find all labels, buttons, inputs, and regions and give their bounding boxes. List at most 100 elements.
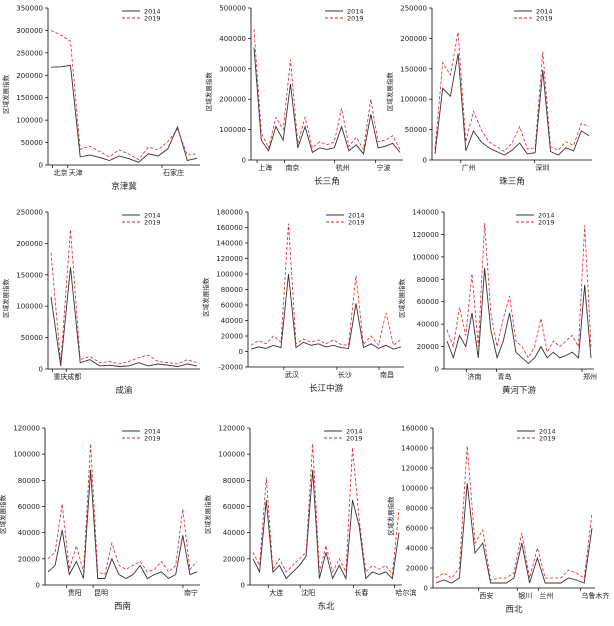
y-tick-label: 0 xyxy=(239,348,243,356)
series-line-2019 xyxy=(50,229,198,365)
legend-label: 2014 xyxy=(144,8,161,16)
x-tick-label: 长春 xyxy=(354,588,368,597)
series-line-2014 xyxy=(435,482,593,584)
x-tick-label: 大连 xyxy=(269,588,283,597)
legend-label: 2019 xyxy=(347,15,364,23)
y-tick-label: 20000 xyxy=(221,333,243,341)
y-tick-label: 0 xyxy=(39,162,43,170)
x-tick-label: 长沙 xyxy=(338,370,352,379)
y-tick-label: 0 xyxy=(424,585,428,593)
y-tick-label: 140000 xyxy=(412,209,439,217)
y-tick-label: 120000 xyxy=(13,425,40,433)
y-tick-label: 100000 xyxy=(216,271,243,279)
panel-title: 京津冀 xyxy=(111,181,137,192)
series-line-2014 xyxy=(50,267,198,367)
y-tick-label: 200000 xyxy=(16,72,43,80)
x-tick-label: 重庆 xyxy=(54,372,68,381)
y-tick-label: 60000 xyxy=(18,503,40,511)
panel-title: 珠三角 xyxy=(499,176,525,187)
y-axis-label: 区域发展指数 xyxy=(1,74,10,114)
y-tick-label: 50000 xyxy=(21,139,43,147)
x-tick-label: 广州 xyxy=(462,163,476,172)
y-tick-label: 120000 xyxy=(401,465,428,473)
y-tick-label: 40000 xyxy=(406,545,428,553)
y-tick-label: 100000 xyxy=(16,117,43,125)
chart-panel-1: 0 50000 100000 150000 200000 250000 300000 3500… xyxy=(1,5,200,192)
panel-title: 黄河下游 xyxy=(502,385,537,396)
y-tick-label: 20000 xyxy=(406,565,428,573)
y-tick-label: 200000 xyxy=(16,240,43,248)
x-tick-label: 青岛 xyxy=(498,372,512,381)
y-tick-label: 100000 xyxy=(13,451,40,459)
legend-label: 2019 xyxy=(538,219,555,227)
y-tick-label: 140000 xyxy=(401,445,428,453)
y-tick-label: 100000 xyxy=(218,451,245,459)
x-tick-label: 南京 xyxy=(285,163,299,172)
y-tick-label: 50000 xyxy=(405,126,427,134)
x-tick-label: 北京 xyxy=(54,168,68,177)
y-tick-label: 150000 xyxy=(16,94,43,102)
x-tick-label: 银川 xyxy=(518,591,532,600)
legend-label: 2014 xyxy=(539,428,556,436)
y-tick-label: 0 xyxy=(242,157,246,165)
chart-panel-6: 0 20000 40000 60000 80000 100000 120000 140000 济… xyxy=(397,209,597,397)
x-tick-label: 昆明 xyxy=(94,589,108,597)
legend-label: 2019 xyxy=(346,435,363,443)
y-tick-label: 80000 xyxy=(221,286,243,294)
y-tick-label: 60000 xyxy=(417,298,439,306)
y-tick-label: 250000 xyxy=(400,5,427,13)
legend-label: 2019 xyxy=(539,435,556,443)
y-tick-label: 100000 xyxy=(219,126,246,134)
x-tick-label: 沈阳 xyxy=(301,588,315,597)
series-line-2019 xyxy=(50,30,198,161)
y-tick-label: 60000 xyxy=(406,525,428,533)
y-tick-label: 300000 xyxy=(16,27,43,35)
x-tick-label: 上海 xyxy=(258,163,272,172)
y-axis-label: 区域发展指数 xyxy=(386,496,395,536)
y-tick-label: 150000 xyxy=(400,65,427,73)
y-axis-label: 区域发展指数 xyxy=(203,494,212,534)
legend-label: 2019 xyxy=(144,219,161,227)
y-tick-label: 50000 xyxy=(21,334,43,342)
legend-label: 2019 xyxy=(144,435,161,443)
panel-title: 长三角 xyxy=(314,176,340,187)
y-tick-label: 20000 xyxy=(18,555,40,563)
chart-panel-2: 0 100000 200000 300000 400000 500000 上海 南京 杭州 宁波长… xyxy=(204,5,403,187)
y-tick-label: 200000 xyxy=(219,96,246,104)
y-tick-label: 40000 xyxy=(221,317,243,325)
panel-title: 成渝 xyxy=(115,385,133,396)
y-tick-label: 180000 xyxy=(216,209,243,217)
y-tick-label: 350000 xyxy=(16,5,43,13)
y-tick-label: 100000 xyxy=(412,253,439,261)
legend-label: 2014 xyxy=(536,8,553,16)
x-tick-label: 深圳 xyxy=(535,163,549,172)
series-line-2014 xyxy=(253,47,401,155)
y-axis-label: 区域发展指数 xyxy=(385,72,394,112)
y-tick-label: 40000 xyxy=(417,321,439,329)
y-tick-label: 100000 xyxy=(400,96,427,104)
legend-label: 2014 xyxy=(348,212,365,220)
y-tick-label: 400000 xyxy=(219,35,246,43)
y-tick-label: 40000 xyxy=(223,529,245,537)
chart-panel-9: 0 20000 40000 60000 80000 100000 120000 140000 1… xyxy=(386,425,609,616)
x-tick-label: 济南 xyxy=(468,372,482,381)
series-line-2019 xyxy=(434,32,590,153)
legend-label: 2014 xyxy=(538,212,555,220)
y-tick-label: 80000 xyxy=(406,505,428,513)
series-line-2014 xyxy=(47,469,198,580)
series-line-2014 xyxy=(434,53,590,156)
x-tick-label: 武汉 xyxy=(285,370,299,379)
y-tick-label: 120000 xyxy=(218,425,245,433)
panel-title: 长江中游 xyxy=(309,383,344,394)
chart-panel-7: 0 20000 40000 60000 80000 100000 120000 贵阳 昆明 南宁西… xyxy=(0,425,200,612)
y-tick-label: 0 xyxy=(435,366,439,374)
series-line-2014 xyxy=(252,469,400,581)
panel-title: 东北 xyxy=(317,601,335,612)
y-tick-label: 40000 xyxy=(18,529,40,537)
y-tick-label: 250000 xyxy=(16,209,43,217)
series-line-2019 xyxy=(253,29,401,151)
chart-panel-8: 0 20000 40000 60000 80000 100000 120000 大连 沈阳 长春 哈… xyxy=(203,425,416,613)
x-tick-label: 西安 xyxy=(479,591,493,600)
